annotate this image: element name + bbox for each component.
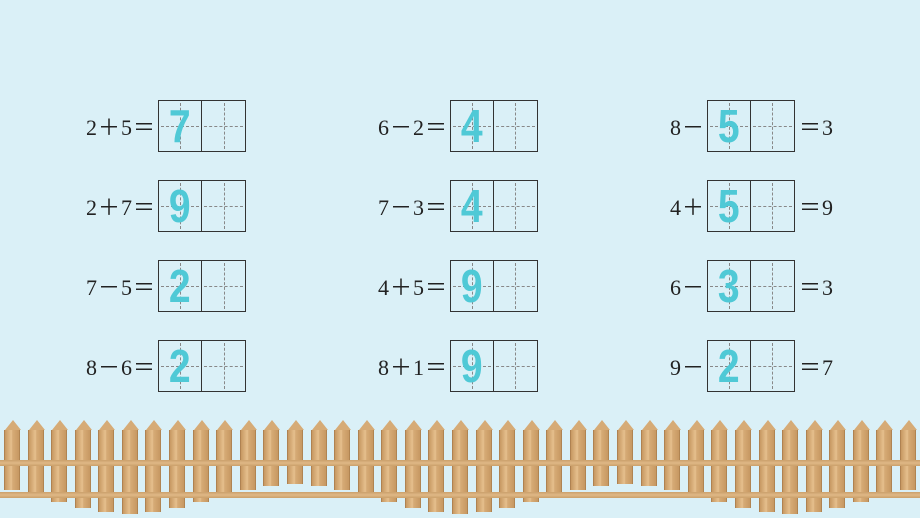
answer-cell-empty: [751, 180, 795, 232]
fence: [0, 430, 920, 518]
expression-after: ＝7: [799, 350, 834, 382]
answer-cell-empty: [751, 100, 795, 152]
answer-boxes: 3: [707, 260, 795, 312]
answer-cell: 5: [707, 100, 751, 152]
expression-before: 6－2＝: [378, 110, 448, 142]
expression-before: 7－3＝: [378, 190, 448, 222]
answer-digit: 9: [169, 183, 191, 229]
answer-cell: 9: [450, 260, 494, 312]
answer-cell: 5: [707, 180, 751, 232]
expression-after: ＝3: [799, 270, 834, 302]
equation-row: 8＋1＝ 9: [378, 340, 538, 392]
answer-boxes: 9: [450, 260, 538, 312]
equation-row: 6－2＝ 4: [378, 100, 538, 152]
answer-digit: 7: [169, 103, 191, 149]
answer-digit: 2: [718, 343, 740, 389]
worksheet-grid: 2＋5＝72＋7＝97－5＝28－6＝2 6－2＝47－3＝44＋5＝98＋1＝…: [0, 100, 920, 392]
expression-before: 8＋1＝: [378, 350, 448, 382]
fence-rail-top: [0, 460, 920, 466]
answer-cell-empty: [494, 180, 538, 232]
answer-cell-empty: [202, 180, 246, 232]
fence-picket: [593, 430, 609, 486]
answer-boxes: 9: [450, 340, 538, 392]
equation-row: 8－6＝ 2: [86, 340, 246, 392]
answer-digit: 5: [718, 103, 740, 149]
answer-boxes: 9: [158, 180, 246, 232]
answer-boxes: 5: [707, 180, 795, 232]
answer-cell: 2: [707, 340, 751, 392]
answer-cell-empty: [494, 260, 538, 312]
fence-pickets: [0, 430, 920, 518]
fence-picket: [782, 430, 798, 514]
answer-cell: 9: [450, 340, 494, 392]
equation-row: 7－3＝ 4: [378, 180, 538, 232]
answer-cell: 9: [158, 180, 202, 232]
answer-cell-empty: [494, 340, 538, 392]
fence-picket: [428, 430, 444, 512]
fence-picket: [476, 430, 492, 512]
expression-before: 8－: [670, 110, 705, 142]
answer-boxes: 5: [707, 100, 795, 152]
equation-row: 8－ 5 ＝3: [670, 100, 834, 152]
fence-picket: [452, 430, 468, 514]
column-1: 2＋5＝ 7 2＋7＝ 9 7－5＝ 2 8－6＝ 2: [86, 100, 246, 392]
equation-row: 2＋5＝ 7: [86, 100, 246, 152]
answer-digit: 4: [461, 103, 483, 149]
expression-before: 8－6＝: [86, 350, 156, 382]
answer-boxes: 7: [158, 100, 246, 152]
answer-digit: 9: [461, 263, 483, 309]
answer-digit: 2: [169, 263, 191, 309]
equation-row: 4＋5＝ 9: [378, 260, 538, 312]
answer-cell-empty: [202, 260, 246, 312]
answer-cell-empty: [202, 340, 246, 392]
equation-row: 9－ 2 ＝7: [670, 340, 834, 392]
answer-boxes: 2: [158, 340, 246, 392]
answer-cell-empty: [751, 260, 795, 312]
expression-before: 2＋5＝: [86, 110, 156, 142]
equation-row: 6－ 3 ＝3: [670, 260, 834, 312]
fence-picket: [641, 430, 657, 486]
fence-picket: [287, 430, 303, 484]
answer-digit: 9: [461, 343, 483, 389]
expression-before: 9－: [670, 350, 705, 382]
fence-picket: [806, 430, 822, 512]
expression-before: 4＋: [670, 190, 705, 222]
equation-row: 2＋7＝ 9: [86, 180, 246, 232]
answer-digit: 4: [461, 183, 483, 229]
answer-cell-empty: [494, 100, 538, 152]
fence-picket: [617, 430, 633, 484]
answer-boxes: 2: [707, 340, 795, 392]
fence-rail-bottom: [0, 492, 920, 498]
expression-before: 2＋7＝: [86, 190, 156, 222]
answer-cell: 7: [158, 100, 202, 152]
fence-picket: [145, 430, 161, 512]
fence-picket: [263, 430, 279, 486]
expression-after: ＝9: [799, 190, 834, 222]
fence-picket: [122, 430, 138, 514]
answer-cell: 2: [158, 340, 202, 392]
equation-row: 7－5＝ 2: [86, 260, 246, 312]
answer-digit: 2: [169, 343, 191, 389]
column-3: 8－ 5 ＝3 4＋ 5 ＝9 6－ 3 ＝3 9－ 2 ＝7: [670, 100, 834, 392]
answer-boxes: 4: [450, 100, 538, 152]
answer-cell-empty: [751, 340, 795, 392]
expression-after: ＝3: [799, 110, 834, 142]
answer-cell-empty: [202, 100, 246, 152]
expression-before: 6－: [670, 270, 705, 302]
column-2: 6－2＝ 4 7－3＝ 4 4＋5＝ 9 8＋1＝ 9: [378, 100, 538, 392]
fence-picket: [311, 430, 327, 486]
answer-digit: 5: [718, 183, 740, 229]
answer-boxes: 2: [158, 260, 246, 312]
answer-boxes: 4: [450, 180, 538, 232]
equation-row: 4＋ 5 ＝9: [670, 180, 834, 232]
fence-picket: [759, 430, 775, 512]
fence-picket: [98, 430, 114, 512]
answer-cell: 2: [158, 260, 202, 312]
answer-cell: 3: [707, 260, 751, 312]
expression-before: 4＋5＝: [378, 270, 448, 302]
answer-cell: 4: [450, 100, 494, 152]
answer-cell: 4: [450, 180, 494, 232]
answer-digit: 3: [718, 263, 740, 309]
expression-before: 7－5＝: [86, 270, 156, 302]
